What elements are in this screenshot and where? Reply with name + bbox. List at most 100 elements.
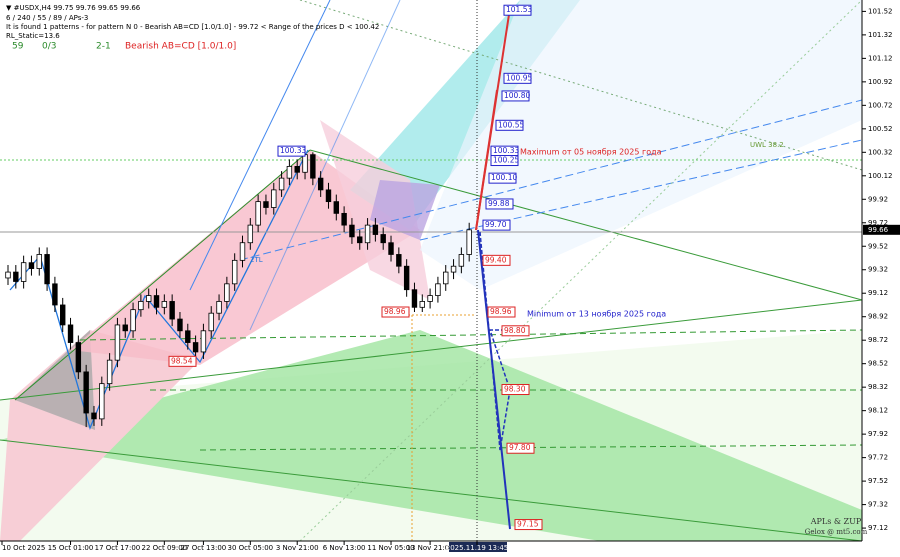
y-tick-label: 97.72 <box>868 454 888 462</box>
ratio: 0/3 <box>42 42 56 52</box>
annotation: Maximum от 05 ноября 2025 года <box>520 148 662 157</box>
candle-body <box>458 254 465 267</box>
pattern-info: It is found 1 patterns - for pattern N 0… <box>6 23 379 31</box>
level-label: 100.95 <box>506 73 532 82</box>
params: 6 / 240 / 55 / 89 / APs-3 <box>6 14 88 22</box>
candle-body <box>208 312 214 332</box>
candle-body <box>224 283 230 302</box>
level-box <box>482 219 511 231</box>
candle-body <box>60 304 66 326</box>
level-box <box>168 355 197 367</box>
y-tick-label: 101.52 <box>868 7 893 15</box>
candle-body <box>317 177 324 191</box>
level-box <box>381 306 410 318</box>
symbol: ▼ #USDX,H4 99.75 99.76 99.65 99.66 <box>6 4 141 12</box>
candle-body <box>44 254 50 285</box>
x-tick-label: 30 Oct 05:00 <box>227 544 273 552</box>
y-tick-label: 99.52 <box>868 242 888 250</box>
candle-body <box>450 265 457 273</box>
level-label: 101.53 <box>506 5 532 14</box>
candle-body <box>177 318 183 332</box>
candle-body <box>396 254 402 267</box>
candle-body <box>419 301 425 308</box>
candle-body <box>310 154 316 179</box>
level-box <box>503 4 532 16</box>
candle-body <box>372 224 379 235</box>
candle-body <box>99 383 105 420</box>
candle-body <box>443 271 449 285</box>
level-box <box>482 254 511 266</box>
y-tick-label: 100.52 <box>868 125 893 133</box>
candle-body <box>255 201 261 226</box>
level-box <box>488 172 517 184</box>
level-label: 100.10 <box>491 173 517 182</box>
y-tick-label: 98.12 <box>868 407 888 415</box>
level-label: 98.96 <box>490 307 512 316</box>
x-tick-label: 22 Oct 09:00 <box>142 544 188 552</box>
level-label: 97.15 <box>517 520 539 529</box>
level-box <box>506 442 535 454</box>
candle-body <box>5 271 11 279</box>
current-price-label: 99.66 <box>868 226 889 234</box>
candle-body <box>357 236 363 244</box>
level-label: 100.33 <box>280 146 306 155</box>
candle-body <box>192 342 199 353</box>
x-tick-label: 17 Oct 17:00 <box>95 544 141 552</box>
level-label: 97.80 <box>509 443 531 452</box>
candle-body <box>28 262 35 269</box>
count: 59 <box>12 42 24 52</box>
candle-body <box>466 229 472 255</box>
level-box <box>503 72 532 84</box>
candle-body <box>145 295 152 302</box>
x-tick-label: 6 Nov 13:00 <box>323 544 366 552</box>
level-label: 99.40 <box>485 255 507 264</box>
candle-body <box>36 254 42 269</box>
candle-body <box>364 224 371 244</box>
candle-body <box>20 262 27 282</box>
candle-body <box>200 330 207 353</box>
candle-body <box>122 324 128 332</box>
zones <box>0 0 862 541</box>
candle-body <box>294 166 300 173</box>
y-tick-label: 97.12 <box>868 524 888 532</box>
candle-body <box>278 177 285 191</box>
level-label: 98.54 <box>171 356 193 365</box>
level-box <box>490 155 519 167</box>
level-label: 100.33 <box>493 146 519 155</box>
level-label: 98.30 <box>504 385 526 394</box>
candle-body <box>349 224 355 238</box>
candle-body <box>106 359 113 385</box>
annotation: Minimum от 13 ноября 2025 года <box>527 310 666 319</box>
candle-body <box>263 201 269 208</box>
y-tick-label: 99.12 <box>868 289 888 297</box>
y-tick-label: 97.52 <box>868 477 888 485</box>
y-tick-label: 97.32 <box>868 501 888 509</box>
y-tick-label: 101.32 <box>868 31 893 39</box>
level-box <box>485 198 514 210</box>
level-box <box>277 145 306 157</box>
candle-body <box>169 301 175 320</box>
level-label: 98.96 <box>384 307 406 316</box>
level-label: 98.80 <box>504 326 526 335</box>
y-tick-label: 99.72 <box>868 219 888 227</box>
y-tick-label: 98.52 <box>868 360 888 368</box>
candle-body <box>302 154 308 173</box>
x-tick-label: 3 Nov 21:00 <box>276 544 319 552</box>
level-box <box>501 90 530 102</box>
candle-body <box>91 412 97 420</box>
credit: Gelox @ mt5.com <box>805 528 868 536</box>
candle-body <box>435 283 441 296</box>
x-tick-label: 11 Nov 05:00 <box>367 544 414 552</box>
candle-body <box>411 289 418 308</box>
x-tick-label: 13 Nov 21:00 <box>406 544 453 552</box>
pattern-name: Bearish AB=CD [1.0/1.0] <box>125 42 236 52</box>
y-tick-label: 100.32 <box>868 148 893 156</box>
level-box <box>501 325 530 337</box>
y-tick-label: 98.92 <box>868 313 888 321</box>
y-tick-label: 101.12 <box>868 54 893 62</box>
level-label: 99.70 <box>485 220 507 229</box>
candle-body <box>271 189 277 208</box>
y-tick-label: 97.92 <box>868 430 888 438</box>
